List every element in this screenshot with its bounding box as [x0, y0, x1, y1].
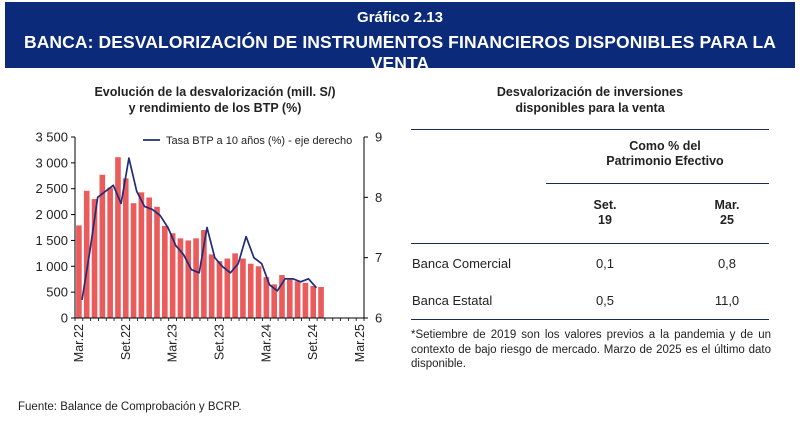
bars-group	[76, 157, 324, 318]
x-tick-label: Mar.23	[166, 324, 180, 362]
bar	[193, 238, 199, 318]
y-right-tick-label: 8	[375, 190, 382, 205]
bar	[115, 157, 121, 318]
figure-title: BANCA: DESVALORIZACIÓN DE INSTRUMENTOS F…	[23, 32, 777, 73]
axes-group: 0 500 1 000 1 500 2 000 2 500 3 000 3 500 6 7 8 9 Ma…	[35, 130, 382, 363]
x-tick-label: Set.23	[213, 324, 227, 360]
row-value-estatal-mar25: 11,0	[714, 293, 740, 308]
bar	[162, 225, 168, 318]
table-title-line2: disponibles para la venta	[515, 101, 665, 115]
bar	[263, 277, 270, 318]
col2-line1: Mar.	[714, 198, 740, 212]
bar	[208, 254, 215, 318]
source-note: Fuente: Balance de Comprobación y BCRP.	[18, 401, 242, 413]
bar	[122, 178, 129, 318]
y-right-tick-label: 6	[375, 311, 382, 326]
col1-line1: Set.	[593, 198, 617, 212]
y-left-tick-label: 2 000	[35, 207, 68, 222]
bar	[201, 230, 207, 318]
table-bottom-rule	[411, 319, 769, 320]
bar	[216, 261, 223, 318]
bar	[83, 190, 90, 318]
line-group	[81, 157, 318, 301]
bar	[138, 192, 145, 318]
bar	[185, 240, 192, 318]
bar	[279, 275, 285, 318]
bar	[146, 197, 153, 318]
y-right-tick-label: 9	[375, 130, 382, 145]
bar	[91, 199, 98, 318]
y-left-tick-label: 1 500	[35, 233, 68, 248]
bar	[310, 285, 317, 318]
bar	[177, 238, 184, 318]
y-left-tick-label: 0	[61, 311, 68, 326]
bar	[169, 233, 176, 318]
chart-title: Evolución de la desvalorización (mill. S…	[30, 84, 400, 116]
table-col-mar25: Mar. 25	[692, 198, 762, 228]
table-footnote: *Setiembre de 2019 son los valores previ…	[411, 329, 771, 370]
row-value-comercial-set19: 0,1	[595, 256, 615, 271]
y-right-tick-label: 7	[375, 250, 382, 265]
row-value-estatal-set19: 0,5	[595, 293, 615, 308]
table-col-set19: Set. 19	[570, 198, 640, 228]
legend-line-label: Tasa BTP a 10 años (%) - eje derecho	[166, 135, 352, 147]
table-group-rule	[546, 183, 769, 184]
y-left-tick-label: 1 000	[35, 259, 68, 274]
bar	[271, 284, 277, 318]
x-tick-label: Set.22	[119, 324, 133, 360]
bar	[76, 225, 82, 318]
bar	[232, 253, 238, 318]
btp-rate-line	[81, 157, 318, 301]
y-left-tick-label: 3 000	[35, 155, 68, 170]
row-label-banca-estatal: Banca Estatal	[412, 293, 493, 308]
bar	[154, 206, 160, 318]
row-label-banca-comercial: Banca Comercial	[412, 256, 511, 271]
y-left-tick-label: 500	[46, 285, 68, 300]
y-left-tick-label: 2 500	[35, 181, 68, 196]
group-header-line2: Patrimonio Efectivo	[606, 154, 724, 168]
figure-number: Gráfico 2.13	[357, 9, 443, 26]
table-title: Desvalorización de inversiones disponibl…	[410, 84, 770, 116]
bar	[255, 266, 262, 318]
bar	[107, 187, 113, 318]
table-title-line1: Desvalorización de inversiones	[496, 85, 684, 99]
table-top-rule	[411, 129, 769, 130]
row-value-comercial-mar25: 0,8	[717, 256, 737, 271]
figure-header: Gráfico 2.13 BANCA: DESVALORIZACIÓN DE I…	[5, 2, 795, 73]
x-tick-label: Mar.25	[353, 324, 367, 362]
table-group-header: Como % del Patrimonio Efectivo	[560, 139, 770, 169]
chart-title-line1: Evolución de la desvalorización (mill. S…	[94, 85, 336, 99]
bar	[318, 286, 324, 318]
group-header-line1: Como % del	[629, 139, 701, 153]
bar	[247, 263, 254, 318]
x-tick-label: Mar.24	[259, 324, 273, 362]
table-header-rule	[411, 243, 769, 244]
bar	[302, 282, 309, 318]
x-tick-label: Mar.22	[72, 324, 86, 362]
x-tick-label: Set.24	[306, 324, 320, 360]
bar	[130, 203, 137, 318]
col1-line2: 19	[598, 213, 612, 227]
legend-group: Tasa BTP a 10 años (%) - eje derecho	[143, 135, 352, 147]
y-left-tick-label: 3 500	[35, 130, 68, 145]
bar	[224, 258, 231, 318]
bar	[286, 278, 293, 318]
chart-title-line2: y rendimiento de los BTP (%)	[128, 101, 302, 115]
col2-line2: 25	[720, 213, 734, 227]
bar	[240, 258, 246, 318]
bar	[99, 174, 106, 318]
bar	[294, 281, 301, 318]
